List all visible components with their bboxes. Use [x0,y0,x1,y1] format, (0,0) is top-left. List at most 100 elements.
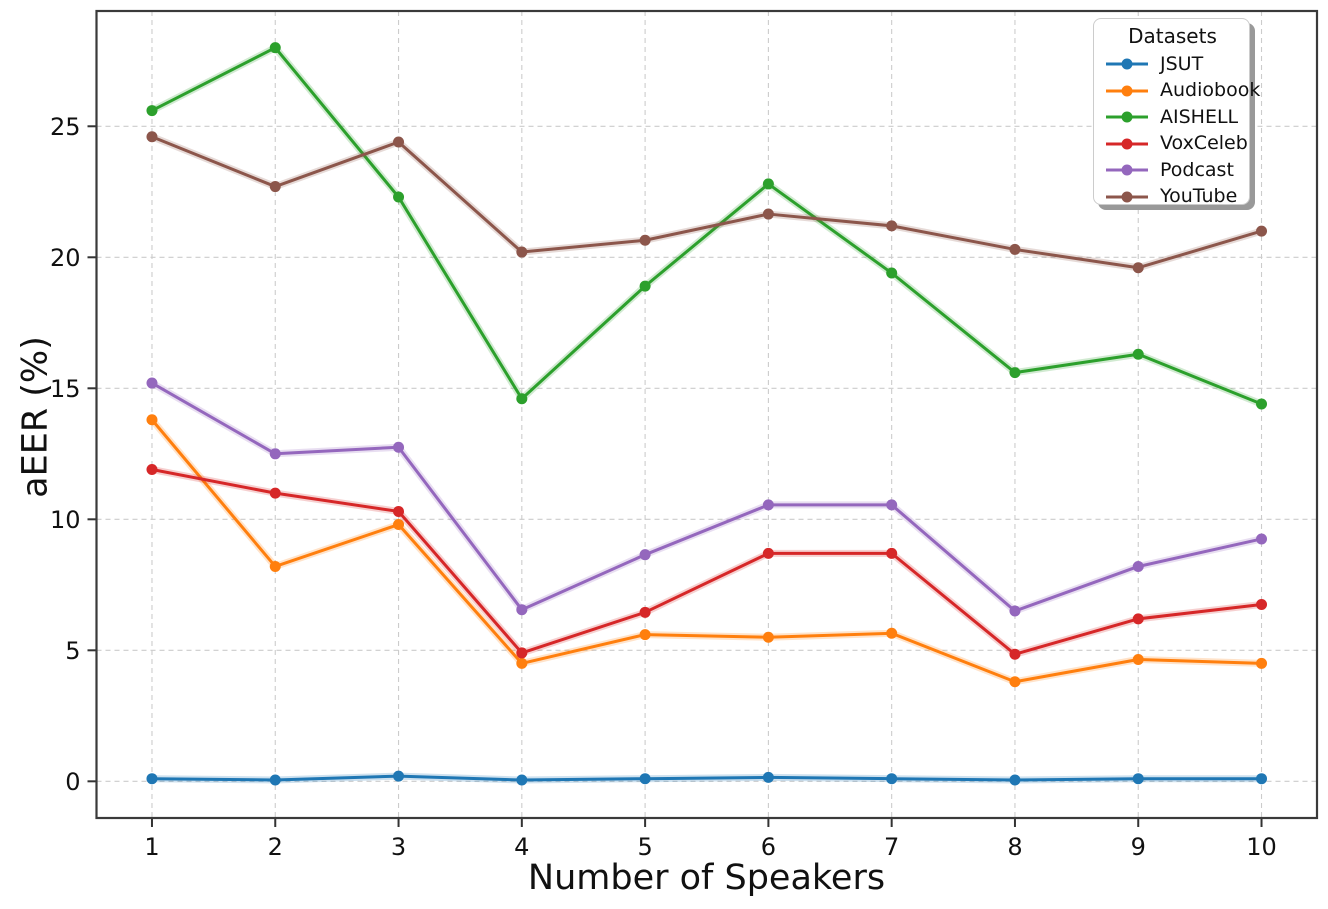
y-tick-label-10: 10 [50,506,81,534]
series-marker-jsut-8 [1009,774,1021,786]
series-marker-aishell-4 [516,393,528,405]
series-marker-audiobook-8 [1009,676,1021,688]
series-marker-jsut-5 [639,773,651,785]
legend-line-marker-icon [1106,111,1148,123]
series-marker-youtube-2 [269,181,281,193]
legend-line-marker-icon [1106,58,1148,70]
legend-label-aishell: AISHELL [1160,105,1239,128]
series-marker-youtube-5 [639,234,651,246]
x-tick-label-6: 6 [761,833,776,861]
series-marker-jsut-2 [269,774,281,786]
series-marker-podcast-7 [886,499,898,511]
series-marker-aishell-7 [886,267,898,279]
x-tick-label-3: 3 [391,833,406,861]
series-band-voxceleb [151,466,1262,658]
legend-title: Datasets [1128,24,1217,48]
legend-item-audiobook: Audiobook [1104,78,1260,105]
legend-line-marker-icon [1106,85,1148,97]
series-marker-podcast-3 [393,441,405,453]
series-line-aishell [151,46,1263,406]
series-marker-jsut-1 [146,773,158,785]
series-marker-podcast-10 [1256,533,1268,545]
series-marker-audiobook-7 [886,627,898,639]
series-line-podcast [151,381,1262,613]
series-marker-audiobook-1 [146,414,158,426]
legend-item-voxceleb: VoxCeleb [1104,131,1248,158]
series-marker-audiobook-4 [516,657,528,669]
series-marker-audiobook-6 [762,631,774,643]
series-marker-audiobook-10 [1256,657,1268,669]
series-marker-podcast-5 [639,549,651,561]
legend-line-marker-icon [1106,164,1148,176]
x-tick-label-7: 7 [884,833,899,861]
legend-item-youtube: YouTube [1104,184,1241,211]
series-marker-aishell-2 [269,42,281,54]
legend-line-marker-icon [1106,138,1148,150]
series-marker-aishell-8 [1009,367,1021,379]
series-marker-audiobook-2 [269,560,281,572]
series-marker-voxceleb-6 [762,547,774,559]
series-marker-podcast-9 [1132,560,1144,572]
x-tick-label-4: 4 [514,833,529,861]
series-marker-voxceleb-8 [1009,648,1021,660]
series-marker-podcast-8 [1009,605,1021,617]
y-tick-label-20: 20 [50,244,81,272]
series-marker-voxceleb-4 [516,647,528,659]
legend-line-marker-icon [1106,191,1148,203]
legend-label-jsut: JSUT [1160,52,1204,75]
series-marker-voxceleb-9 [1132,613,1144,625]
series-marker-youtube-7 [886,220,898,232]
series-marker-voxceleb-5 [639,606,651,618]
series-marker-jsut-6 [762,771,774,783]
y-axis-title: aEER (%) [15,336,56,498]
y-tick-label-0: 0 [65,768,80,796]
legend-label-youtube: YouTube [1160,185,1238,208]
series-line-youtube [151,135,1262,270]
series-marker-youtube-1 [146,131,158,143]
series-marker-voxceleb-10 [1256,598,1268,610]
legend-label-audiobook: Audiobook [1160,79,1261,102]
legend-rows: JSUT Audiobook AISHELL VoxCeleb Podcast YouTu… [1104,51,1260,211]
series-line-voxceleb [151,468,1262,656]
x-axis-title: Number of Speakers [527,858,886,898]
series-marker-youtube-3 [393,136,405,148]
series-marker-jsut-9 [1132,773,1144,785]
series-marker-jsut-3 [393,770,405,782]
x-tick-label-10: 10 [1246,833,1277,861]
series-marker-podcast-4 [516,604,528,616]
series-marker-aishell-1 [146,105,158,117]
series-marker-audiobook-9 [1132,653,1144,665]
series-marker-podcast-2 [269,448,281,460]
series-line-audiobook [150,418,1262,684]
series-marker-jsut-10 [1256,773,1268,785]
series-marker-youtube-4 [516,246,528,258]
y-tick-label-5: 5 [65,637,80,665]
series-marker-podcast-6 [762,499,774,511]
series-marker-voxceleb-2 [269,487,281,499]
series-marker-voxceleb-3 [393,505,405,517]
series-marker-audiobook-3 [393,519,405,531]
series-marker-aishell-10 [1256,398,1268,410]
x-tick-label-2: 2 [268,833,283,861]
series-marker-jsut-4 [516,774,528,786]
legend: Datasets JSUT Audiobook AISHELL VoxCeleb Pod… [1093,18,1260,206]
series-marker-youtube-9 [1132,262,1144,274]
y-tick-label-25: 25 [50,113,81,141]
series-marker-voxceleb-1 [146,464,158,476]
series-marker-podcast-1 [146,377,158,389]
plot-border [95,9,1319,820]
series-marker-audiobook-5 [639,629,651,641]
legend-label-podcast: Podcast [1160,158,1234,181]
x-tick-label-9: 9 [1131,833,1146,861]
y-tick-label-15: 15 [50,375,81,403]
x-tick-label-5: 5 [637,833,652,861]
x-tick-label-8: 8 [1007,833,1022,861]
legend-item-jsut: JSUT [1104,51,1241,78]
series-marker-jsut-7 [886,773,898,785]
series-marker-voxceleb-7 [886,547,898,559]
series-marker-aishell-6 [762,178,774,190]
series-marker-aishell-5 [639,280,651,292]
series-marker-aishell-9 [1132,348,1144,360]
